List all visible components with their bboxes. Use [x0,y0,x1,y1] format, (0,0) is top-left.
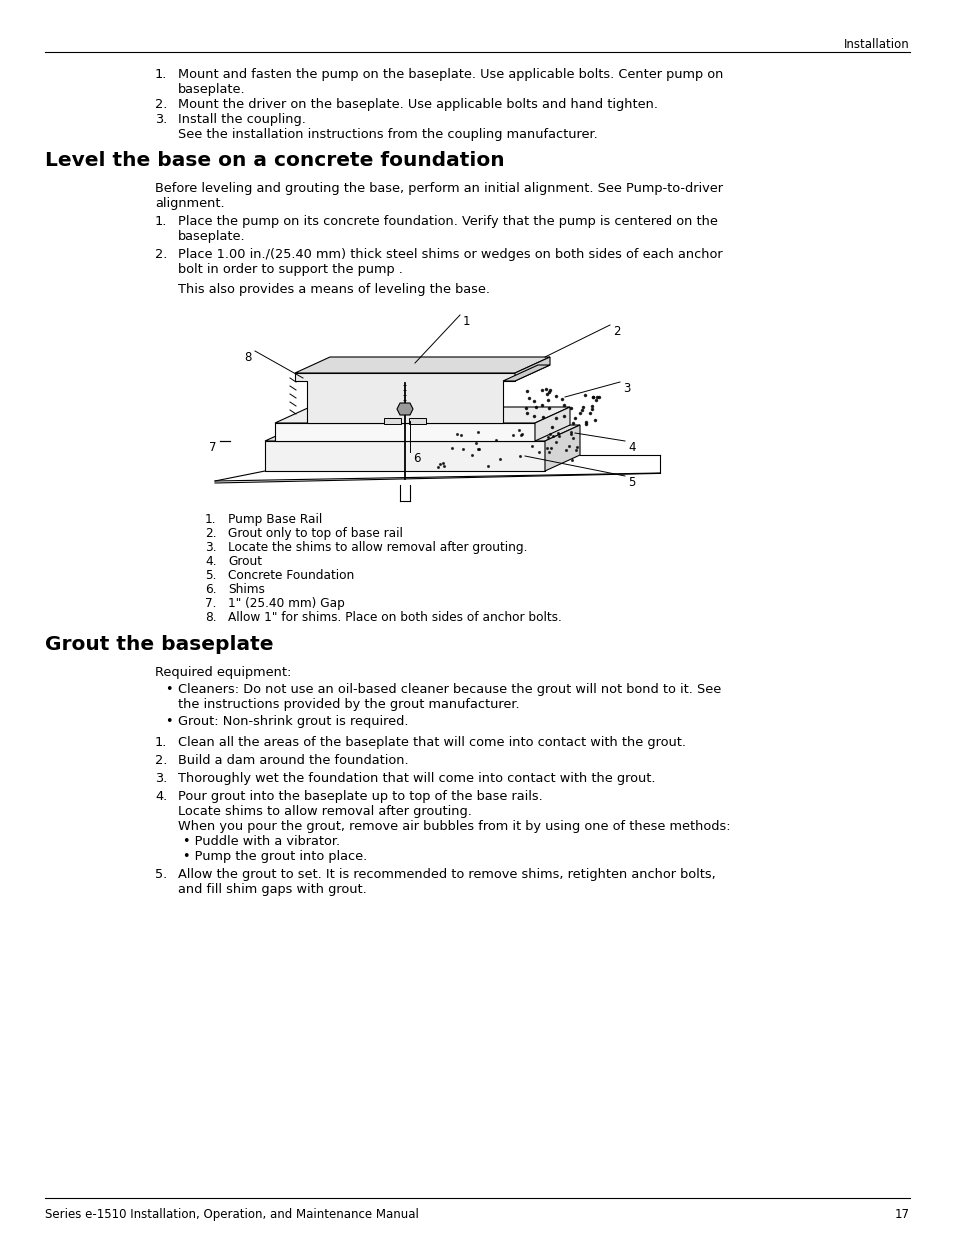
Text: baseplate.: baseplate. [178,83,245,96]
Text: 2: 2 [613,325,619,338]
Polygon shape [396,403,413,415]
Text: 5.: 5. [205,569,216,582]
Text: Place the pump on its concrete foundation. Verify that the pump is centered on t: Place the pump on its concrete foundatio… [178,215,717,228]
Text: Mount the driver on the baseplate. Use applicable bolts and hand tighten.: Mount the driver on the baseplate. Use a… [178,98,658,111]
Polygon shape [535,408,569,441]
Text: Pump Base Rail: Pump Base Rail [228,513,322,526]
Text: 1.: 1. [154,68,167,82]
Text: •: • [165,715,172,727]
Text: 1: 1 [462,315,470,329]
Text: 5: 5 [627,475,635,489]
Text: Clean all the areas of the baseplate that will come into contact with the grout.: Clean all the areas of the baseplate tha… [178,736,685,748]
Text: alignment.: alignment. [154,198,224,210]
Text: • Pump the grout into place.: • Pump the grout into place. [183,850,367,863]
Polygon shape [274,408,569,424]
Text: 1.: 1. [154,215,167,228]
Text: Grout: Grout [228,555,262,568]
Text: 1.: 1. [205,513,216,526]
Text: Grout the baseplate: Grout the baseplate [45,635,274,655]
Text: Level the base on a concrete foundation: Level the base on a concrete foundation [45,151,504,170]
Text: Allow the grout to set. It is recommended to remove shims, retighten anchor bolt: Allow the grout to set. It is recommende… [178,868,715,881]
Text: When you pour the grout, remove air bubbles from it by using one of these method: When you pour the grout, remove air bubb… [178,820,730,832]
Text: 6: 6 [413,452,420,466]
Text: Before leveling and grouting the base, perform an initial alignment. See Pump-to: Before leveling and grouting the base, p… [154,182,722,195]
Text: Allow 1" for shims. Place on both sides of anchor bolts.: Allow 1" for shims. Place on both sides … [228,611,561,624]
Text: 3.: 3. [205,541,216,555]
Text: Build a dam around the foundation.: Build a dam around the foundation. [178,755,408,767]
Text: Pour grout into the baseplate up to top of the base rails.: Pour grout into the baseplate up to top … [178,790,542,803]
Text: the instructions provided by the grout manufacturer.: the instructions provided by the grout m… [178,698,519,711]
Text: 2.: 2. [205,527,216,540]
Text: 2.: 2. [154,248,167,261]
Text: 5.: 5. [154,868,167,881]
Text: Concrete Foundation: Concrete Foundation [228,569,354,582]
Text: Shims: Shims [228,583,265,597]
Polygon shape [515,357,550,382]
Text: 4.: 4. [205,555,216,568]
Polygon shape [502,366,550,382]
Text: 3: 3 [622,382,630,395]
Text: See the installation instructions from the coupling manufacturer.: See the installation instructions from t… [178,128,598,141]
Text: • Puddle with a vibrator.: • Puddle with a vibrator. [183,835,340,848]
Text: 7: 7 [210,441,216,454]
Text: 3.: 3. [154,772,167,785]
Text: 8: 8 [244,351,252,364]
Text: Cleaners: Do not use an oil-based cleaner because the grout will not bond to it.: Cleaners: Do not use an oil-based cleane… [178,683,720,697]
Text: Locate the shims to allow removal after grouting.: Locate the shims to allow removal after … [228,541,527,555]
Text: 4: 4 [627,441,635,454]
Text: 8.: 8. [205,611,216,624]
Text: This also provides a means of leveling the base.: This also provides a means of leveling t… [178,283,490,296]
Text: 6.: 6. [205,583,216,597]
Text: Grout: Non-shrink grout is required.: Grout: Non-shrink grout is required. [178,715,408,727]
Polygon shape [544,425,579,471]
Text: and fill shim gaps with grout.: and fill shim gaps with grout. [178,883,366,897]
Text: Mount and fasten the pump on the baseplate. Use applicable bolts. Center pump on: Mount and fasten the pump on the basepla… [178,68,722,82]
Polygon shape [294,357,550,373]
Text: Installation: Installation [843,38,909,51]
Text: 1" (25.40 mm) Gap: 1" (25.40 mm) Gap [228,597,345,610]
Polygon shape [384,417,400,424]
Polygon shape [294,373,515,424]
Text: Place 1.00 in./(25.40 mm) thick steel shims or wedges on both sides of each anch: Place 1.00 in./(25.40 mm) thick steel sh… [178,248,721,261]
Text: 17: 17 [894,1208,909,1221]
Polygon shape [274,424,535,441]
Text: bolt in order to support the pump .: bolt in order to support the pump . [178,263,402,275]
Text: Thoroughly wet the foundation that will come into contact with the grout.: Thoroughly wet the foundation that will … [178,772,655,785]
Polygon shape [265,441,544,471]
Text: 2.: 2. [154,755,167,767]
Polygon shape [409,417,426,424]
Text: baseplate.: baseplate. [178,230,245,243]
Text: •: • [165,683,172,697]
Text: Locate shims to allow removal after grouting.: Locate shims to allow removal after grou… [178,805,472,818]
Text: 3.: 3. [154,112,167,126]
Text: 7.: 7. [205,597,216,610]
Text: Required equipment:: Required equipment: [154,666,291,679]
Text: 2.: 2. [154,98,167,111]
Text: Grout only to top of base rail: Grout only to top of base rail [228,527,402,540]
Text: 4.: 4. [154,790,167,803]
Polygon shape [265,425,579,441]
Text: Series e-1510 Installation, Operation, and Maintenance Manual: Series e-1510 Installation, Operation, a… [45,1208,418,1221]
Text: 1.: 1. [154,736,167,748]
Text: Install the coupling.: Install the coupling. [178,112,306,126]
